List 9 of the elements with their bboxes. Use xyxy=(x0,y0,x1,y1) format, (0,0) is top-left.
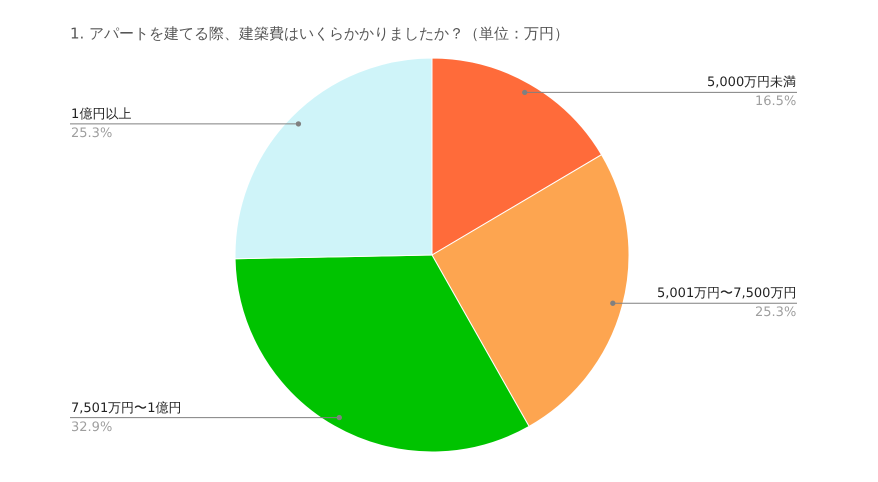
data-label: 25.3% xyxy=(755,305,796,320)
slice-label: 7,501万円〜1億円 xyxy=(71,401,182,416)
data-label: 32.9% xyxy=(71,420,112,435)
chart-title: 1. アパートを建てる際、建築費はいくらかかりましたか？（単位：万円） xyxy=(70,24,570,42)
slice-label: 5,000万円未満 xyxy=(707,75,796,90)
data-label: 25.3% xyxy=(71,126,112,141)
slice-label: 5,001万円〜7,500万円 xyxy=(657,286,796,301)
slice-label: 1億円以上 xyxy=(71,107,132,122)
data-label: 16.5% xyxy=(755,94,796,109)
